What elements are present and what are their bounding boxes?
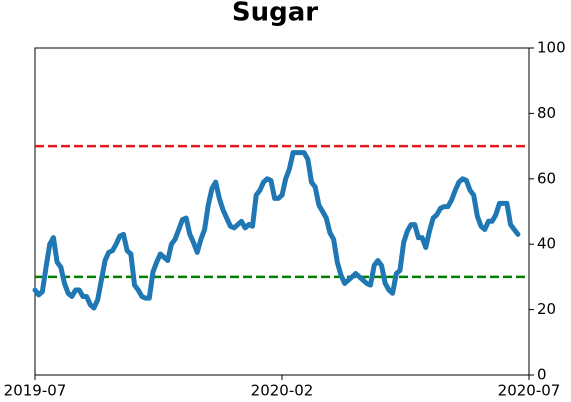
chart-title: Sugar (232, 0, 318, 28)
x-tick-label: 2020-07 (498, 382, 561, 400)
y-tick-label: 0 (537, 366, 547, 384)
y-tick-label: 40 (537, 235, 556, 253)
x-tick-label: 2020-02 (251, 382, 314, 400)
y-tick-label: 80 (537, 104, 556, 122)
plot-frame (34, 47, 530, 376)
y-tick-label: 20 (537, 300, 556, 318)
y-tick-label: 60 (537, 169, 556, 187)
y-tick-label: 100 (537, 39, 566, 57)
line-series (32, 150, 521, 311)
x-tick-label: 2019-07 (4, 382, 67, 400)
